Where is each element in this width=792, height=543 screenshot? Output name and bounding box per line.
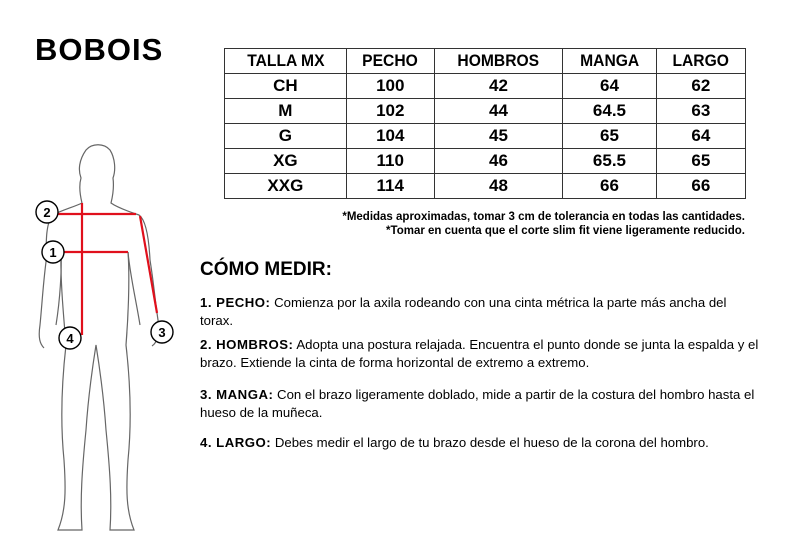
cell: CH: [224, 73, 347, 99]
cell: 110: [345, 148, 435, 174]
table-header: TALLA MX PECHO HOMBROS MANGA LARGO: [225, 48, 746, 74]
note-slim-fit: *Tomar en cuenta que el corte slim fit v…: [386, 225, 745, 237]
step-hombros: 2. HOMBROS: Adopta una postura relajada.…: [200, 337, 759, 370]
cell: 45: [433, 123, 564, 149]
header-pecho: PECHO: [349, 48, 432, 74]
table-row: G 104 45 65 64: [224, 123, 747, 149]
table-row: XXG 114 48 66 66: [224, 173, 747, 199]
svg-text:2: 2: [43, 205, 50, 220]
cell: 65: [562, 123, 657, 149]
how-to-measure-title: CÓMO MEDIR:: [200, 259, 332, 280]
cell: M: [224, 98, 347, 124]
cell: G: [224, 123, 347, 149]
cell: 66: [655, 173, 747, 199]
marker-1: 1: [41, 240, 65, 264]
step-pecho: 1. PECHO: Comienza por la axila rodeando…: [200, 295, 727, 328]
cell: 114: [345, 173, 435, 199]
body-figure: 1 2 3 4: [35, 144, 174, 531]
cell: 46: [433, 148, 564, 174]
sleeve-line: [138, 215, 159, 314]
header-hombros: HOMBROS: [438, 48, 559, 74]
measure-lines: [58, 203, 159, 335]
cell: 62: [655, 73, 747, 99]
cell: 104: [345, 123, 435, 149]
header-talla: TALLA MX: [228, 48, 342, 74]
cell: 66: [562, 173, 657, 199]
cell: 100: [345, 73, 435, 99]
cell: XXG: [224, 173, 347, 199]
step-manga: 3. MANGA: Con el brazo ligeramente dobla…: [200, 387, 755, 420]
cell: 64: [655, 123, 747, 149]
cell: XG: [224, 148, 347, 174]
cell: 102: [345, 98, 435, 124]
cell: 63: [655, 98, 747, 124]
svg-text:3: 3: [158, 325, 165, 340]
table-row: M 102 44 64.5 63: [224, 98, 747, 124]
svg-text:1: 1: [49, 245, 56, 260]
cell: 48: [433, 173, 564, 199]
note-tolerance: *Medidas aproximadas, tomar 3 cm de tole…: [342, 211, 745, 223]
brand-logo: BOBOIS: [35, 32, 164, 67]
svg-text:4: 4: [66, 331, 74, 346]
marker-4: 4: [58, 326, 82, 350]
cell: 42: [433, 73, 564, 99]
marker-3: 3: [150, 320, 174, 344]
notes: *Medidas aproximadas, tomar 3 cm de tole…: [342, 210, 745, 238]
cell: 64: [562, 73, 657, 99]
table-row: XG 110 46 65.5 65: [224, 148, 747, 174]
size-table: TALLA MX PECHO HOMBROS MANGA LARGO CH 100…: [224, 48, 747, 199]
table-row: CH 100 42 64 62: [224, 73, 747, 99]
cell: 65: [655, 148, 747, 174]
header-largo: LARGO: [659, 48, 743, 74]
cell: 44: [433, 98, 564, 124]
step-largo: 4. LARGO: Debes medir el largo de tu bra…: [200, 435, 709, 450]
marker-2: 2: [35, 200, 59, 224]
cell: 65.5: [562, 148, 657, 174]
header-manga: MANGA: [566, 48, 653, 74]
cell: 64.5: [562, 98, 657, 124]
body-outline: [38, 144, 160, 531]
